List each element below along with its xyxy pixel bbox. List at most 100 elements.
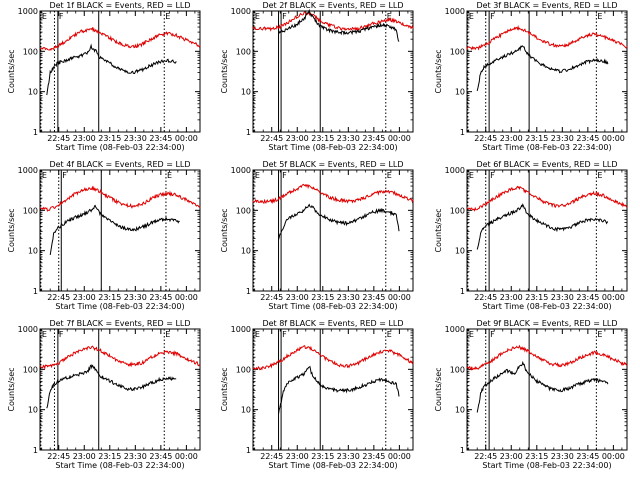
event-marker-label: E (167, 171, 172, 180)
series-line-black (278, 8, 400, 42)
x-tick-label: 23:45 (362, 134, 385, 143)
x-tick-label: 23:15 (98, 293, 121, 302)
x-tick-label: 23:00 (286, 452, 309, 461)
series-line-black (46, 43, 177, 96)
x-tick-label: 23:45 (576, 134, 599, 143)
x-tick-label: 23:15 (311, 452, 334, 461)
chart-title: Det 6f BLACK = Events, RED = LLD (476, 160, 617, 169)
y-tick-label: 1 (246, 446, 251, 455)
x-tick-label: 23:00 (73, 293, 96, 302)
y-tick-label: 1000 (231, 7, 251, 16)
x-axis-label: Start Time (08-Feb-03 22:34:00) (55, 302, 184, 311)
y-tick-label: 100 (23, 365, 38, 374)
event-marker-label: E (42, 171, 47, 180)
y-tick-label: 100 (236, 206, 251, 215)
x-tick-label: 00:00 (602, 134, 625, 143)
series-line-red (39, 185, 201, 212)
event-marker-label: E (255, 171, 260, 180)
series-line-black (476, 360, 609, 413)
plot-frame (466, 10, 628, 133)
series-line-red (252, 183, 414, 205)
x-tick-label: 22:45 (260, 452, 283, 461)
x-tick-label: 22:45 (47, 293, 70, 302)
event-marker-label: E (597, 330, 602, 339)
chart-title: Det 5f BLACK = Events, RED = LLD (262, 160, 403, 169)
y-tick-label: 100 (236, 47, 251, 56)
event-marker-label: E (469, 330, 474, 339)
x-tick-label: 23:00 (500, 452, 523, 461)
y-tick-label: 10 (241, 406, 251, 415)
y-tick-label: 10 (455, 247, 465, 256)
x-tick-label: 23:15 (311, 134, 334, 143)
y-tick-label: 1 (33, 128, 38, 137)
event-marker-label: E (42, 12, 47, 21)
x-tick-label: 23:30 (337, 293, 360, 302)
x-tick-label: 00:00 (602, 452, 625, 461)
event-marker-label: F (490, 12, 495, 21)
chart-title: Det 4f BLACK = Events, RED = LLD (49, 160, 190, 169)
plot-frame (39, 10, 201, 133)
x-tick-label: 22:45 (474, 293, 497, 302)
x-tick-label: 23:45 (149, 293, 172, 302)
y-axis-label: Counts/sec (220, 49, 229, 93)
y-axis-label: Counts/sec (220, 367, 229, 411)
event-marker-label: E (165, 330, 170, 339)
x-tick-label: 23:00 (500, 134, 523, 143)
chart-panel-1: Det 1f BLACK = Events, RED = LLD 1 10 100 10… (7, 1, 201, 152)
x-tick-label: 23:15 (98, 452, 121, 461)
event-marker-label: E (469, 12, 474, 21)
x-tick-label: 22:45 (474, 452, 497, 461)
chart-panel-6: Det 6f BLACK = Events, RED = LLD 1 10 100 10… (434, 160, 628, 311)
y-tick-label: 1000 (231, 325, 251, 334)
chart-panel-2: Det 2f BLACK = Events, RED = LLD 1 10 100 10… (220, 1, 414, 152)
x-tick-label: 00:00 (388, 452, 411, 461)
chart-panel-9: Det 9f BLACK = Events, RED = LLD 1 10 100 10… (434, 319, 628, 470)
y-tick-label: 10 (28, 247, 38, 256)
y-tick-label: 100 (236, 365, 251, 374)
x-tick-label: 23:00 (73, 452, 96, 461)
event-marker-label: E (597, 12, 602, 21)
series-line-black (278, 203, 400, 241)
x-tick-label: 22:45 (474, 134, 497, 143)
event-marker-label: E (597, 171, 602, 180)
y-tick-label: 1 (460, 287, 465, 296)
y-tick-label: 10 (28, 406, 38, 415)
y-tick-label: 1000 (445, 7, 465, 16)
event-marker-label: F (59, 330, 64, 339)
x-tick-label: 22:45 (260, 134, 283, 143)
x-tick-label: 23:30 (124, 293, 147, 302)
plot-frame (252, 328, 414, 451)
x-tick-label: 23:45 (576, 293, 599, 302)
x-axis-label: Start Time (08-Feb-03 22:34:00) (482, 461, 611, 470)
x-tick-label: 00:00 (388, 293, 411, 302)
chart-panel-5: Det 5f BLACK = Events, RED = LLD 1 10 100 10… (220, 160, 414, 311)
y-tick-label: 1000 (445, 166, 465, 175)
x-tick-label: 23:45 (362, 452, 385, 461)
series-line-black (476, 203, 609, 250)
y-tick-label: 100 (450, 47, 465, 56)
y-tick-label: 10 (28, 88, 38, 97)
y-tick-label: 1000 (18, 325, 38, 334)
plot-frame (252, 10, 414, 133)
y-tick-label: 1000 (18, 7, 38, 16)
x-tick-label: 23:30 (124, 134, 147, 143)
x-tick-label: 23:30 (551, 134, 574, 143)
series-line-red (39, 345, 201, 370)
y-axis-label: Counts/sec (7, 208, 16, 252)
chart-title: Det 1f BLACK = Events, RED = LLD (49, 1, 190, 10)
series-line-black (49, 204, 180, 255)
x-tick-label: 23:00 (286, 134, 309, 143)
x-tick-label: 23:30 (551, 293, 574, 302)
chart-title: Det 3f BLACK = Events, RED = LLD (476, 1, 617, 10)
event-marker-label: F (282, 330, 287, 339)
x-tick-label: 23:00 (286, 293, 309, 302)
x-tick-label: 00:00 (175, 293, 198, 302)
series-line-red (466, 344, 628, 371)
plot-frame (466, 169, 628, 292)
x-tick-label: 23:15 (525, 452, 548, 461)
event-marker-label: E (165, 12, 170, 21)
series-line-red (466, 24, 628, 51)
plot-frame (39, 328, 201, 451)
x-tick-label: 22:45 (47, 134, 70, 143)
